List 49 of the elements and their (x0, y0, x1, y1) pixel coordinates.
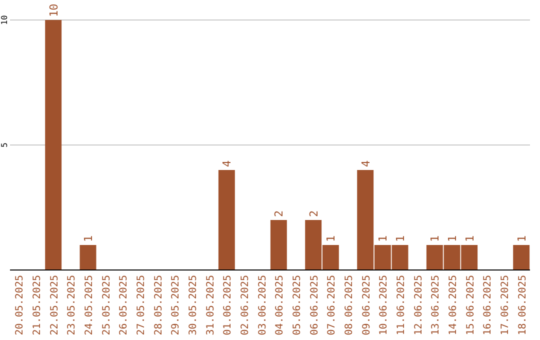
data-label: 2 (272, 210, 286, 217)
data-label: 1 (324, 235, 338, 242)
data-label: 1 (82, 235, 95, 242)
x-tick-label: 20.05.2025 (14, 275, 26, 336)
data-label: 10 (47, 4, 60, 17)
x-tick-label: 24.05.2025 (84, 275, 95, 336)
x-tick-label: 02.06.2025 (240, 275, 251, 336)
x-tick-label: 31.05.2025 (205, 275, 216, 336)
x-tick-label: 07.06.2025 (326, 275, 338, 336)
y-tick-label: 5 (0, 142, 9, 148)
x-tick-label: 27.05.2025 (136, 275, 147, 336)
data-label: 4 (220, 160, 234, 167)
data-label: 2 (307, 210, 320, 217)
x-tick-label: 18.06.2025 (517, 275, 528, 336)
bar (80, 245, 96, 270)
data-label: 1 (463, 235, 476, 242)
data-label: 1 (446, 235, 459, 242)
x-tick-label: 13.06.2025 (430, 275, 442, 336)
x-tick-label: 04.06.2025 (274, 275, 286, 336)
x-tick-label: 09.06.2025 (361, 275, 372, 336)
x-tick-label: 28.05.2025 (153, 275, 164, 336)
data-label: 1 (376, 235, 390, 242)
x-tick-label: 05.06.2025 (292, 275, 303, 336)
x-tick-label: 06.06.2025 (309, 275, 320, 336)
x-tick-label: 25.05.2025 (101, 275, 112, 336)
x-tick-label: 23.05.2025 (66, 275, 78, 336)
x-tick-label: 22.05.2025 (49, 275, 60, 336)
x-tick-label: 15.06.2025 (465, 275, 476, 336)
x-tick-label: 10.06.2025 (378, 275, 390, 336)
data-label: 1 (394, 235, 407, 242)
x-tick-label: 21.05.2025 (32, 275, 43, 336)
x-tick-label: 03.06.2025 (257, 275, 268, 336)
x-tick-label: 11.06.2025 (396, 275, 407, 336)
x-tick-label: 16.06.2025 (482, 275, 494, 336)
data-label: 1 (515, 235, 528, 242)
x-tick-label: 14.06.2025 (448, 275, 459, 336)
bar (45, 20, 62, 270)
x-tick-label: 01.06.2025 (222, 275, 234, 336)
data-label: 4 (359, 160, 372, 167)
x-tick-label: 17.06.2025 (500, 275, 511, 336)
x-tick-label: 26.05.2025 (118, 275, 130, 336)
data-label: 1 (428, 235, 442, 242)
bar (513, 245, 530, 270)
x-tick-label: 08.06.2025 (344, 275, 355, 336)
x-tick-label: 12.06.2025 (413, 275, 424, 336)
x-tick-label: 29.05.2025 (170, 275, 182, 336)
bar (270, 220, 287, 270)
x-tick-label: 30.05.2025 (188, 275, 199, 336)
bar (218, 170, 235, 270)
